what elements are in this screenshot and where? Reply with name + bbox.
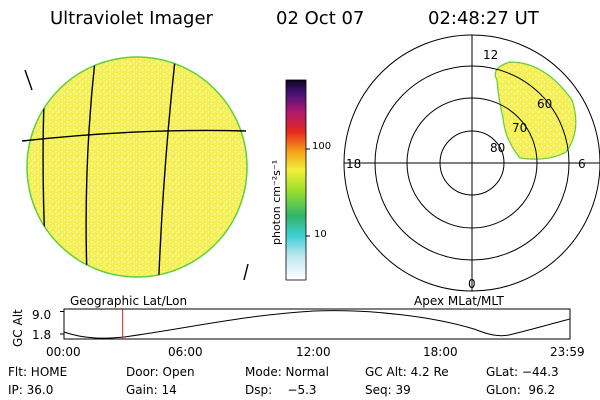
latitude-line (243, 263, 249, 281)
info-glat: GLat: −44.3 (486, 365, 559, 379)
orbit-altitude-curve (63, 310, 571, 339)
mlt-label-18: 18 (346, 157, 362, 171)
mlat-label-80: 80 (490, 141, 506, 155)
earth-disk (26, 56, 248, 278)
orbit-ytick-high: 9.0 (32, 308, 52, 322)
info-gc-alt: GC Alt: 4.2 Re (365, 365, 449, 379)
mlt-label-6: 6 (578, 157, 586, 171)
polar-caption: Apex MLat/MLT (414, 294, 504, 308)
latitude-line (21, 129, 247, 142)
orbit-xtick-1200: 12:00 (296, 345, 331, 359)
orbit-xtick-1800: 18:00 (423, 345, 458, 359)
time-label: 02:48:27 UT (428, 8, 539, 29)
orbit-ytick-low: 1.8 (32, 328, 52, 342)
mlt-label-12: 12 (483, 48, 499, 62)
mlat-label-70: 70 (512, 121, 528, 135)
info-door: Door: Open (126, 365, 195, 379)
info-dsp: Dsp: −5.3 (245, 383, 317, 397)
orbit-xtick-0600: 06:00 (168, 345, 203, 359)
info-mode: Mode: Normal (245, 365, 329, 379)
info-glon: GLon: 96.2 (486, 383, 556, 397)
app-title: Ultraviolet Imager (50, 8, 213, 29)
orbit-plot (60, 308, 571, 340)
info-gain: Gain: 14 (126, 383, 177, 397)
info-ip: IP: 36.0 (8, 383, 54, 397)
mlt-label-0: 0 (468, 277, 476, 291)
date-label: 02 Oct 07 (276, 8, 365, 29)
geographic-caption: Geographic Lat/Lon (70, 294, 188, 308)
auroral-image (494, 61, 577, 160)
colorbar-tick-100: 100 (312, 141, 332, 152)
latitude-line (24, 69, 33, 91)
orbit-xtick-0000: 00:00 (46, 345, 81, 359)
orbit-xtick-2359: 23:59 (550, 345, 585, 359)
info-flt: Flt: HOME (8, 365, 68, 379)
polar-plot (343, 34, 600, 292)
info-seq: Seq: 39 (365, 383, 411, 397)
colorbar-tick-10: 10 (314, 229, 327, 240)
colorbar (285, 79, 310, 281)
orbit-ylabel: GC Alt (11, 309, 25, 347)
geographic-image (21, 56, 249, 281)
longitude-line (157, 59, 176, 277)
mlat-label-60: 60 (537, 97, 553, 111)
